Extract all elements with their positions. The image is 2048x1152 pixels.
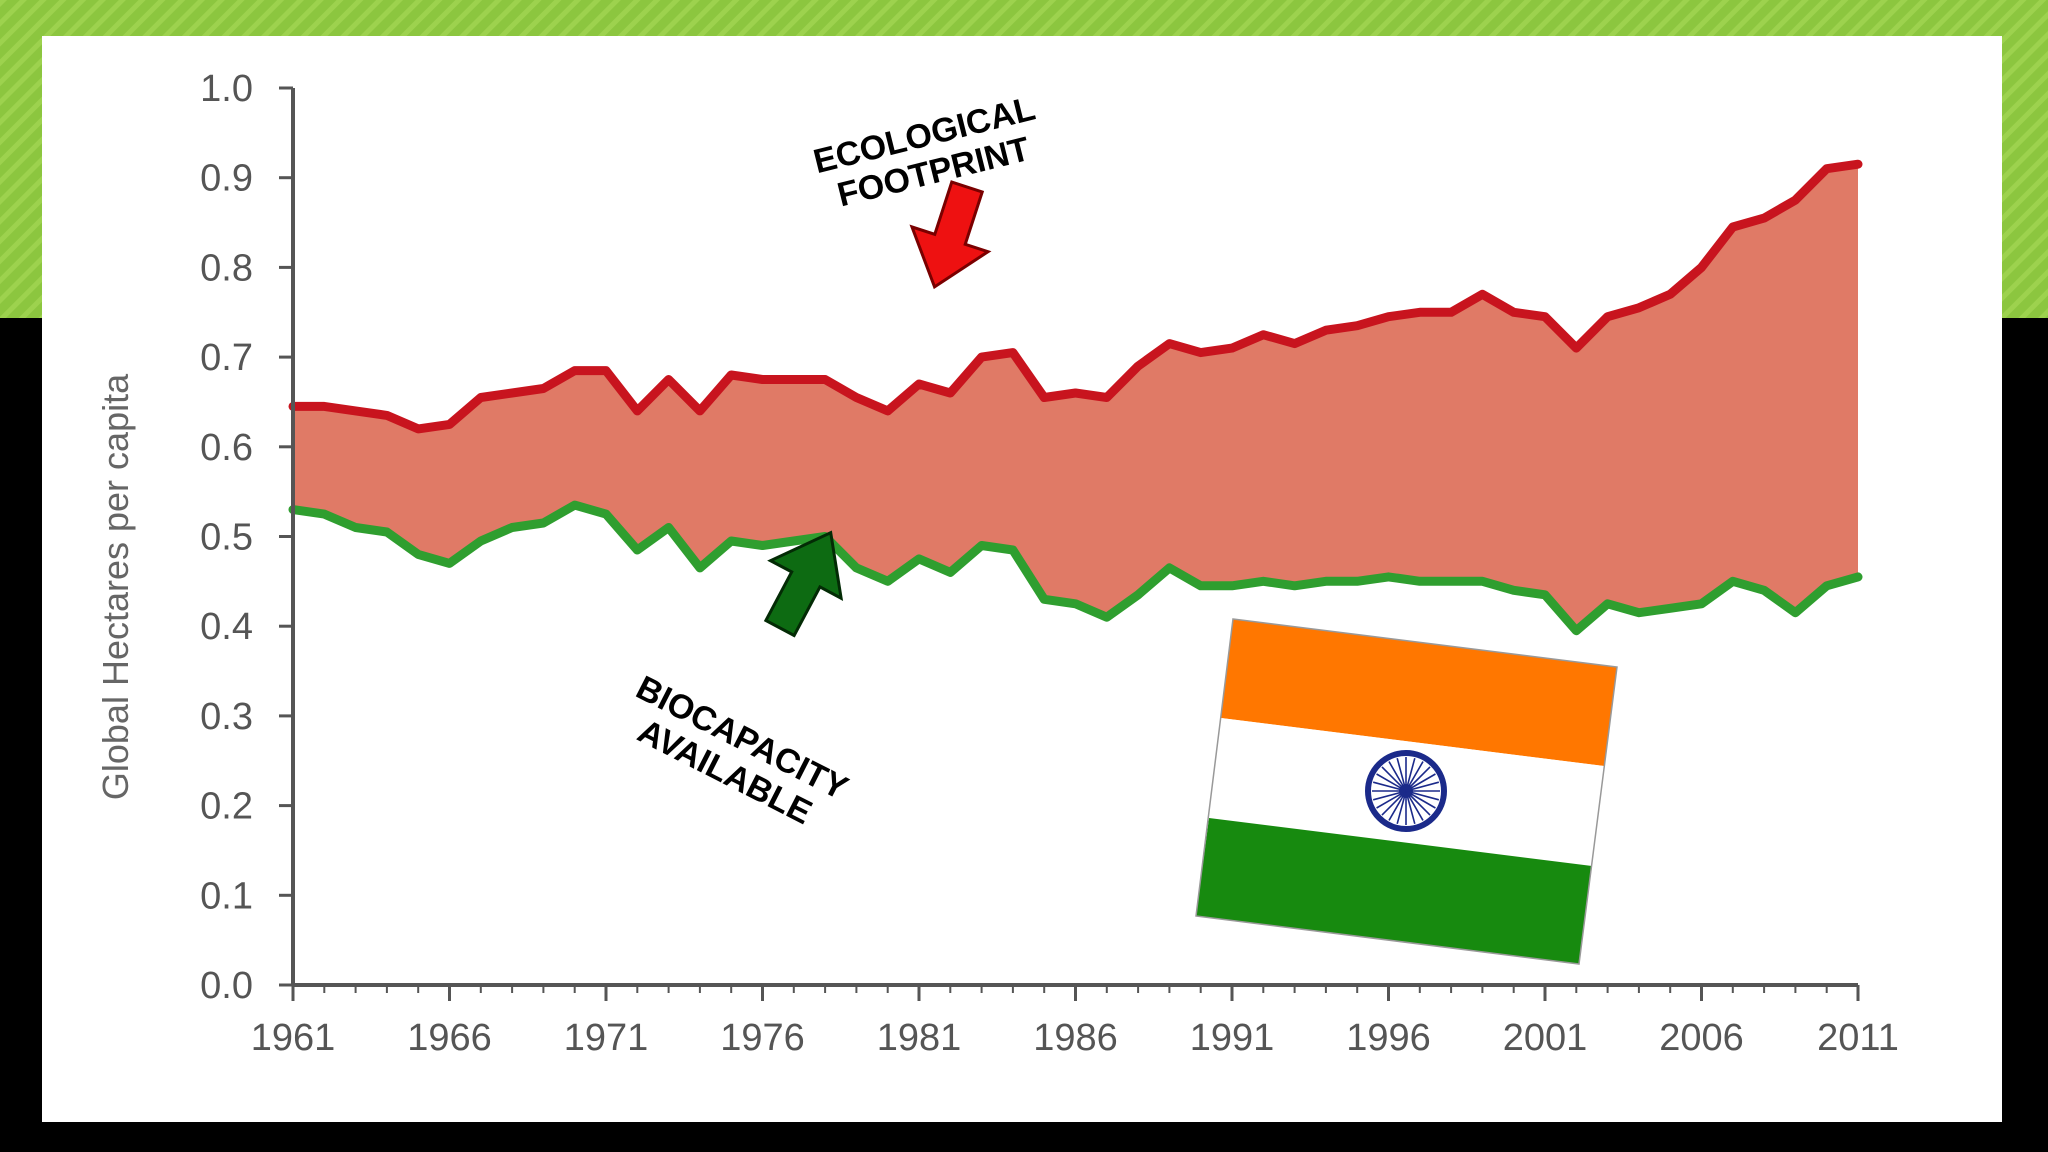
chakra-spoke bbox=[1388, 790, 1407, 821]
y-tick-label: 0.9 bbox=[200, 158, 253, 200]
y-tick-label: 0.2 bbox=[200, 786, 253, 828]
y-tick-labels: 0.0 0.1 0.2 0.3 0.4 0.5 0.6 0.7 0.8 0.9 1.0 bbox=[200, 68, 253, 1007]
y-tick-label: 0.3 bbox=[200, 696, 253, 738]
x-tick-label: 1961 bbox=[251, 1017, 336, 1059]
chakra-spoke bbox=[1372, 790, 1407, 801]
chakra-spoke bbox=[1388, 761, 1407, 792]
y-tick-label: 0.6 bbox=[200, 427, 253, 469]
chakra-spoke bbox=[1405, 761, 1424, 792]
y-tick-label: 0.7 bbox=[200, 337, 253, 379]
chakra-spoke bbox=[1376, 790, 1407, 809]
india-flag-icon bbox=[1195, 618, 1618, 965]
x-tick-label: 1971 bbox=[564, 1017, 649, 1059]
x-tick-label: 1976 bbox=[720, 1017, 805, 1059]
x-tick-label: 1991 bbox=[1190, 1017, 1275, 1059]
flag-border bbox=[1195, 618, 1618, 965]
flag-saffron-band bbox=[1221, 619, 1617, 766]
ashoka-chakra-icon bbox=[1365, 750, 1447, 832]
x-tick-label: 2006 bbox=[1659, 1017, 1744, 1059]
chakra-spoke bbox=[1405, 773, 1436, 792]
y-tick-label: 0.5 bbox=[200, 517, 253, 559]
chakra-spoke bbox=[1376, 773, 1407, 792]
chakra-spoke bbox=[1405, 757, 1416, 792]
chakra-spoke bbox=[1405, 790, 1436, 809]
x-tick-label: 1966 bbox=[407, 1017, 492, 1059]
chakra-spoke bbox=[1405, 790, 1440, 801]
y-tick-label: 0.8 bbox=[200, 247, 253, 289]
flag-green-band bbox=[1196, 818, 1592, 964]
chakra-spoke bbox=[1372, 781, 1407, 792]
chakra-spoke bbox=[1396, 790, 1407, 825]
y-tick-label: 0.0 bbox=[200, 965, 253, 1007]
x-tick-label: 1986 bbox=[1033, 1017, 1118, 1059]
green-up-arrow-icon bbox=[763, 530, 844, 638]
biocapacity-available-annotation: BIOCAPACITY AVAILABLE bbox=[630, 669, 854, 832]
biocapacity-line bbox=[288, 500, 1863, 636]
chakra-spoke bbox=[1405, 790, 1424, 821]
series-lines-layer bbox=[288, 159, 1863, 636]
chakra-spoke bbox=[1405, 781, 1440, 792]
ecological-footprint-line bbox=[288, 159, 1863, 434]
x-tick-label: 1996 bbox=[1346, 1017, 1431, 1059]
x-tick-labels: 1961 1966 1971 1976 1981 1986 1991 1996 2001 2006… bbox=[251, 1017, 1899, 1059]
red-down-arrow-icon bbox=[909, 180, 992, 290]
x-tick-label: 2001 bbox=[1503, 1017, 1588, 1059]
y-tick-label: 1.0 bbox=[200, 68, 253, 110]
chakra-spoke bbox=[1405, 766, 1431, 792]
chakra-spoke bbox=[1405, 790, 1431, 816]
x-tick-label: 2011 bbox=[1817, 1017, 1899, 1059]
y-tick-label: 0.4 bbox=[200, 606, 253, 648]
chakra-spoke bbox=[1405, 790, 1416, 825]
y-tick-label: 0.1 bbox=[200, 875, 253, 917]
ecological-footprint-annotation: ECOLOGICAL FOOTPRINT bbox=[810, 89, 1039, 214]
x-tick-label: 1981 bbox=[877, 1017, 962, 1059]
y-axis-label: Global Hectares per capita bbox=[95, 373, 136, 800]
axes-layer bbox=[279, 86, 1860, 1001]
chakra-spoke bbox=[1381, 766, 1407, 792]
chakra-spoke bbox=[1396, 757, 1407, 792]
chakra-spoke bbox=[1381, 790, 1407, 816]
